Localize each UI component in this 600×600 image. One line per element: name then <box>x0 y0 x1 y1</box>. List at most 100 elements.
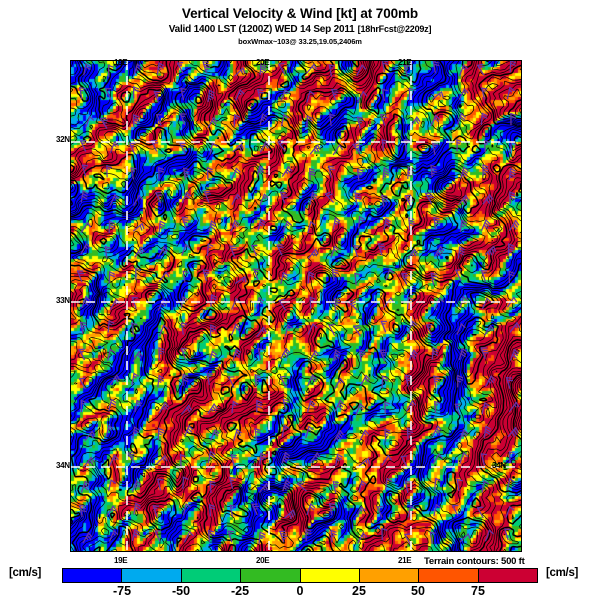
wind-barb-shaft <box>451 504 459 517</box>
wind-barb-shaft <box>328 324 336 336</box>
wind-barb-half <box>259 457 264 461</box>
wind-barb-full <box>360 505 366 512</box>
title-block: Vertical Velocity & Wind [kt] at 700mb V… <box>0 6 600 47</box>
wind-barb-shaft <box>307 221 312 234</box>
wind-barb-full <box>379 248 386 250</box>
wind-barb-half <box>207 245 212 249</box>
wind-barb-full <box>188 425 194 431</box>
wind-barb-full <box>208 506 216 510</box>
wind-barb-full <box>433 375 440 378</box>
wind-barb-half <box>310 197 315 201</box>
wind-barb-half <box>106 167 111 171</box>
colorbar-segment-1 <box>121 569 181 582</box>
wind-barb-full <box>331 268 339 272</box>
wind-barb-full <box>461 198 466 205</box>
wind-barb-shaft <box>307 374 314 387</box>
wind-barb-half <box>234 169 239 174</box>
wind-barb-full <box>434 477 442 482</box>
wind-barb-half <box>384 433 389 436</box>
wind-barb-full <box>509 196 516 200</box>
wind-barb-full <box>278 298 285 302</box>
wind-barb-full <box>513 222 519 228</box>
wind-barb-shaft <box>508 401 517 413</box>
wind-barb-shaft <box>131 372 135 386</box>
wind-barb-full <box>309 296 316 300</box>
wind-barb-full <box>257 347 265 351</box>
colorbar-segment-2 <box>180 569 241 582</box>
wind-barb-full <box>492 245 497 253</box>
wind-barb-full <box>260 62 267 67</box>
wind-barb-full <box>244 276 247 283</box>
wind-barb-full <box>158 169 165 173</box>
wind-barb-half <box>351 303 356 307</box>
wind-barb-full <box>349 300 356 305</box>
wind-barb-shaft <box>80 243 88 255</box>
wind-barb-full <box>438 248 444 254</box>
wind-barb-full <box>329 505 336 508</box>
wind-barb-full <box>489 377 494 384</box>
wind-barb-full <box>207 532 215 536</box>
wind-barb-shaft <box>206 372 210 385</box>
wind-barb-full <box>209 324 217 328</box>
wind-barb-full <box>328 64 336 67</box>
wind-barb-full <box>135 402 142 407</box>
wind-barb-shaft <box>108 529 115 542</box>
wind-barb-full <box>296 480 303 485</box>
wind-barb-full <box>284 88 290 94</box>
wind-barb-shaft <box>505 376 511 389</box>
wind-barb-full <box>311 374 317 380</box>
wind-barb-shaft <box>480 112 483 125</box>
wind-barb-half <box>110 507 115 512</box>
wind-barb-full <box>432 347 439 351</box>
wind-barb-shaft <box>458 64 465 77</box>
wind-barb-full <box>353 144 361 148</box>
wind-barb-full <box>458 251 465 256</box>
wind-barb-half <box>456 141 461 145</box>
wind-barb-shaft <box>231 400 235 414</box>
colorbar-segment-6 <box>418 569 478 582</box>
wind-barb-half <box>284 170 289 175</box>
wind-barb-full <box>354 192 361 195</box>
wind-barb-full <box>489 249 493 256</box>
map-plot-area[interactable] <box>70 60 522 552</box>
wind-barb-full <box>212 117 218 123</box>
wind-barb-full <box>230 454 237 457</box>
wind-barb-full <box>179 454 186 458</box>
wind-barb-full <box>508 191 516 195</box>
wind-barb-full <box>490 247 495 254</box>
wind-barb-full <box>359 349 366 353</box>
wind-barb-half <box>332 273 337 276</box>
wind-barb-full <box>132 88 140 93</box>
wind-barb-shaft <box>179 113 186 126</box>
wind-barb-full <box>484 428 491 433</box>
wind-barb-half <box>254 379 259 382</box>
wind-barb-full <box>282 271 289 277</box>
wind-barb-shaft <box>207 450 212 464</box>
wind-barb-full <box>81 195 88 200</box>
colorbar[interactable] <box>62 568 538 583</box>
wind-barb-shaft <box>359 429 367 442</box>
wind-barb-half <box>333 222 338 226</box>
colorbar-tick-6: 75 <box>471 584 485 598</box>
wind-barb-full <box>232 400 239 405</box>
wind-barb-full <box>384 220 391 225</box>
wind-barb-half <box>461 433 465 438</box>
wind-barb-full <box>182 373 189 378</box>
wind-barb-shaft <box>432 61 437 74</box>
wind-barb-shaft <box>506 477 511 491</box>
wind-barb-half <box>282 459 287 463</box>
wind-barb-full <box>210 222 216 228</box>
wind-barb-shaft <box>257 88 262 102</box>
wind-barb-full <box>136 63 143 69</box>
wind-barb-full <box>377 243 385 245</box>
wind-barb-full <box>100 117 107 120</box>
wind-barb-full <box>334 301 341 305</box>
wind-barb-shaft <box>207 117 215 129</box>
wind-barb-full <box>136 353 142 359</box>
wind-barb-shaft <box>157 478 162 491</box>
wind-barb-shaft <box>353 245 359 258</box>
wind-barb-half <box>462 90 466 95</box>
wind-barb-half <box>508 175 513 179</box>
wind-barb-shaft <box>255 297 260 310</box>
wind-barb-full <box>460 222 467 227</box>
